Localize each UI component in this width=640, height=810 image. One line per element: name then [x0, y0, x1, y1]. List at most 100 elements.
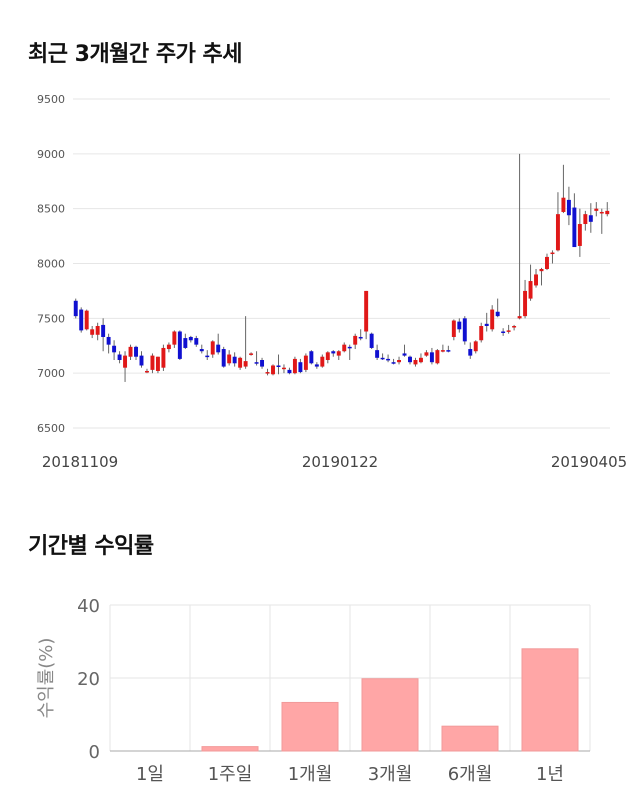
candle [512, 324, 517, 331]
candle [177, 330, 182, 361]
candle [451, 319, 456, 341]
candle-body [172, 331, 177, 345]
price-chart-title: 최근 3개월간 주가 추세 [28, 42, 242, 67]
candle [79, 307, 84, 333]
candle [539, 267, 544, 286]
candle-body [79, 309, 84, 331]
candle-body [391, 362, 396, 364]
candle [599, 208, 604, 234]
returns-bar [201, 746, 259, 752]
returns-y-tick-label: 40 [77, 596, 100, 617]
returns-x-tick-label: 1년 [536, 764, 564, 785]
candle-body [194, 338, 199, 345]
candle [172, 330, 177, 348]
returns-x-tick-label: 1주일 [208, 764, 253, 785]
candle-body [550, 252, 555, 255]
candle [232, 352, 237, 367]
candle [101, 318, 106, 352]
candle [424, 350, 429, 357]
candle-body [583, 214, 588, 225]
candle-body [287, 369, 292, 374]
returns-x-tick-label: 1개월 [288, 764, 333, 785]
candle [342, 342, 347, 353]
candle [249, 352, 254, 356]
candle-body [539, 268, 544, 272]
candle-body [183, 338, 188, 348]
candle-body [276, 365, 281, 367]
candle [353, 333, 358, 350]
candle-body [599, 211, 604, 214]
candle-body [95, 326, 100, 335]
price-grid [73, 98, 610, 429]
candle [216, 333, 221, 355]
candle-body [429, 352, 434, 363]
candle [545, 253, 549, 271]
candle [473, 340, 478, 354]
returns-y-axis-label: 수익률(%) [36, 638, 57, 719]
candle [221, 346, 226, 368]
candle [446, 345, 451, 353]
returns-bar [281, 701, 339, 752]
price-y-tick-label: 6500 [37, 422, 65, 435]
candle-body [495, 311, 500, 317]
candle [517, 153, 522, 320]
candle-body [155, 356, 160, 371]
candle-body [117, 354, 122, 361]
returns-bar [441, 725, 499, 752]
candle [479, 322, 484, 343]
candle-body [479, 326, 484, 341]
candle-body [260, 360, 265, 367]
candle-body [418, 357, 423, 363]
candle [314, 362, 319, 369]
candle [227, 350, 232, 366]
candle [210, 340, 215, 358]
price-y-tick-label: 8000 [37, 258, 65, 271]
candle [331, 350, 336, 357]
candle-body [462, 318, 467, 342]
candle [276, 354, 281, 375]
returns-y-axis: 40 20 0 [77, 596, 100, 763]
candle-body [271, 365, 275, 375]
candle [287, 367, 292, 375]
candle [336, 350, 341, 361]
candle-body [490, 309, 495, 330]
candle-body [84, 310, 89, 330]
candle [462, 316, 467, 345]
candle-body [134, 346, 138, 357]
candle [588, 203, 593, 233]
candle [501, 328, 506, 336]
candle-body [523, 290, 528, 317]
candle [413, 357, 418, 367]
candle-body [106, 336, 111, 345]
candle [495, 298, 500, 318]
candle [188, 335, 193, 343]
candle-body [353, 335, 358, 345]
candle [194, 335, 199, 347]
returns-bar [521, 648, 579, 752]
candle-body [375, 350, 380, 358]
returns-x-tick-label: 1일 [136, 764, 164, 785]
candle [605, 202, 610, 217]
candle-body [128, 346, 133, 357]
candle [523, 279, 528, 319]
candle-body [555, 214, 560, 251]
candle [358, 329, 363, 341]
returns-x-tick-label: 6개월 [448, 764, 493, 785]
candle [254, 351, 259, 366]
candle [320, 354, 325, 368]
candle-body [457, 321, 462, 330]
candle [260, 357, 265, 369]
candle-body [101, 324, 106, 337]
candle-body [397, 360, 402, 363]
candle [484, 312, 489, 332]
price-candles [73, 153, 610, 382]
candle [139, 351, 144, 368]
candle-body [243, 361, 248, 367]
candle-body [386, 358, 391, 361]
candle-body [232, 356, 237, 364]
candle-body [150, 355, 155, 370]
candle-body [265, 372, 270, 374]
candle [183, 333, 188, 350]
candle [90, 326, 95, 339]
candle-body [369, 333, 374, 348]
